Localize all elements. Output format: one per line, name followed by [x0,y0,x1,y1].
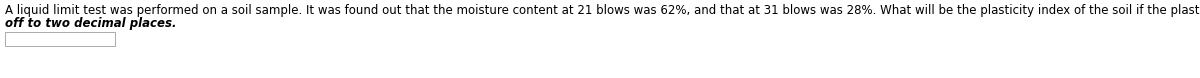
Text: A liquid limit test was performed on a soil sample. It was found out that the mo: A liquid limit test was performed on a s… [5,4,1200,17]
Bar [5,32,115,46]
Text: off to two decimal places.: off to two decimal places. [5,17,176,30]
